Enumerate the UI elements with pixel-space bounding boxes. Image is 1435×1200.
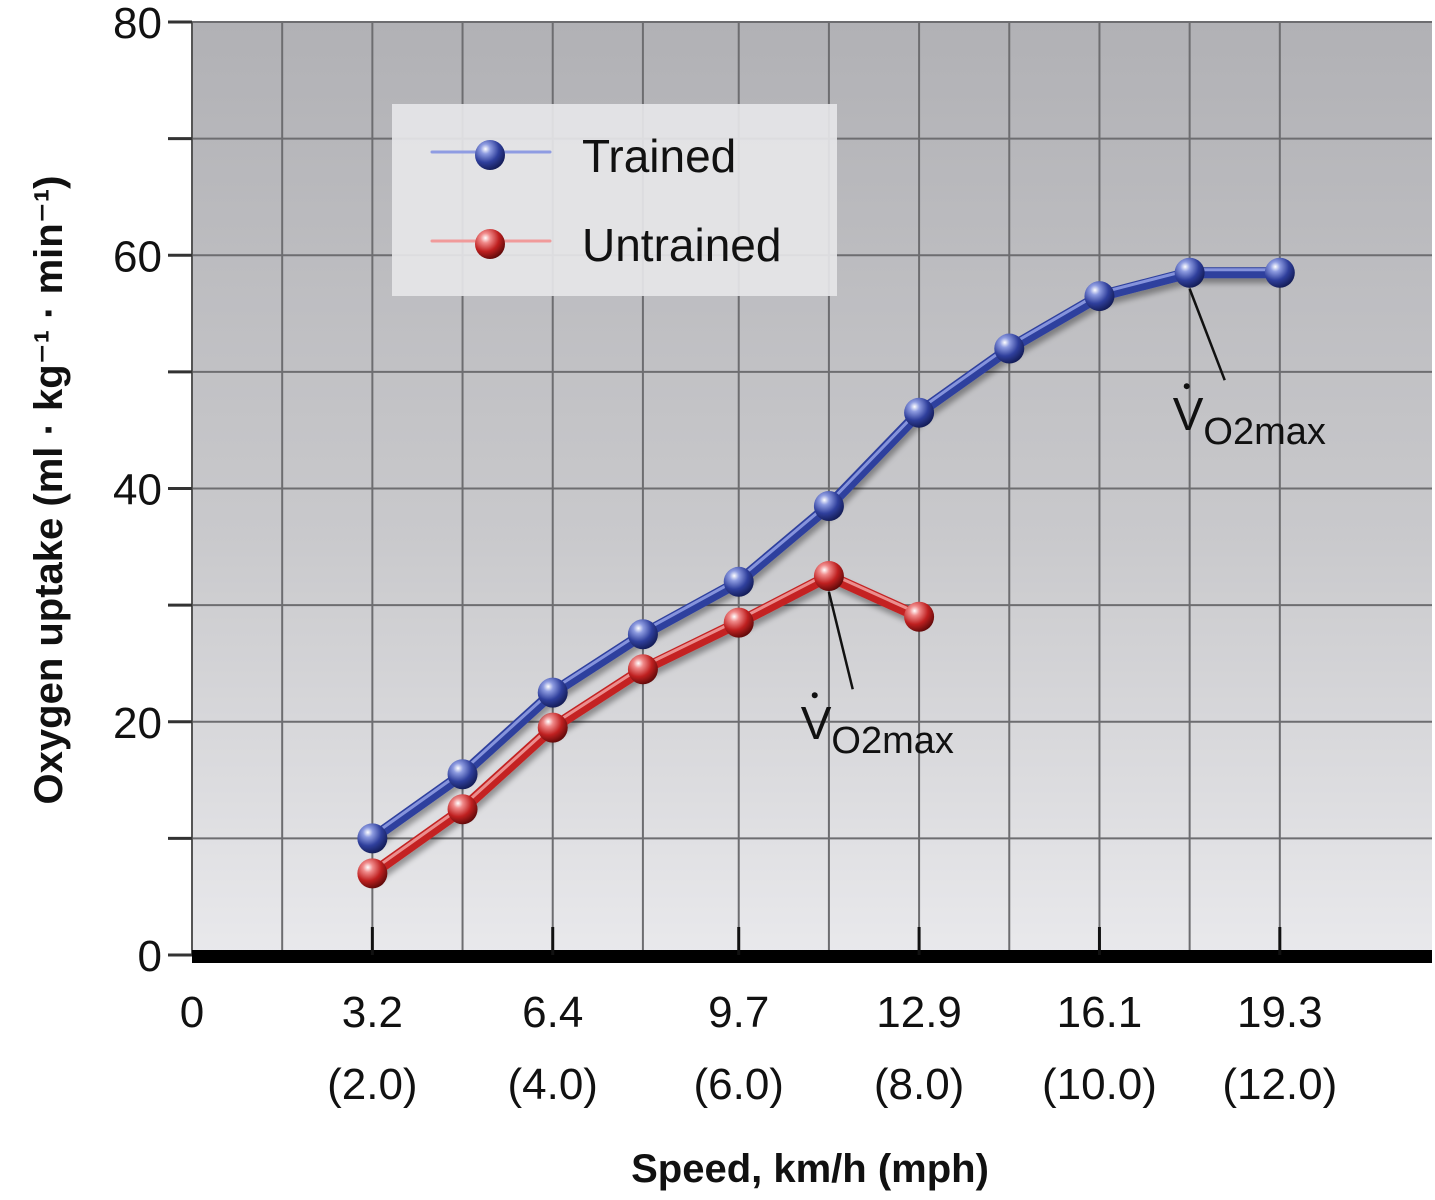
data-point-trained (627, 619, 658, 650)
legend: Trained Untrained (392, 104, 837, 296)
x-axis-label: Speed, km/h (mph) (631, 1147, 989, 1191)
y-tick-label: 40 (113, 466, 162, 515)
data-point-untrained (627, 654, 658, 685)
x-tick-label-mph: (8.0) (874, 1060, 964, 1109)
y-tick-label: 60 (113, 232, 162, 281)
annotation-subscript: O2max (1203, 411, 1325, 453)
y-tick-label: 0 (138, 932, 162, 981)
data-point-trained (1084, 281, 1115, 312)
x-tick-label-kmh: 16.1 (1057, 988, 1143, 1037)
annotation-subscript: O2max (831, 720, 953, 762)
y-tick-label: 20 (113, 699, 162, 748)
data-point-untrained (357, 858, 388, 889)
legend-trained: Trained (426, 130, 736, 182)
data-point-trained (1174, 257, 1205, 288)
legend-trained-marker (475, 140, 505, 170)
x-tick-label-mph: (10.0) (1042, 1060, 1157, 1109)
y-ticks: 0 20 40 60 80 (113, 0, 192, 981)
data-point-untrained (537, 712, 568, 743)
x-tick-label-mph: (12.0) (1222, 1060, 1337, 1109)
x-tick-label-mph: (6.0) (693, 1060, 783, 1109)
y-tick-label: 80 (113, 0, 162, 48)
data-point-trained (447, 759, 478, 790)
data-point-untrained (813, 560, 844, 591)
data-point-untrained (447, 794, 478, 825)
x-tick-label-kmh: 3.2 (342, 988, 403, 1037)
annotation-leader (827, 591, 854, 690)
x-ticks: 0 3.2 (2.0) 6.4 (4.0) 9.7 (6.0) 12.9 (8.0) 16.1 (1… (180, 927, 1337, 1109)
data-point-trained (994, 333, 1025, 364)
annotation-dot (1183, 383, 1190, 390)
x-tick-label-mph: (4.0) (507, 1060, 597, 1109)
annotation-leader (1188, 288, 1226, 381)
data-point-trained (904, 397, 935, 428)
series (357, 257, 1295, 889)
x-tick-label-kmh: 12.9 (876, 988, 962, 1037)
data-point-trained (357, 823, 388, 854)
annotation-dot (811, 692, 818, 699)
data-point-trained (1264, 257, 1295, 288)
x-tick-label-kmh: 19.3 (1237, 988, 1323, 1037)
data-point-trained (723, 566, 754, 597)
legend-trained-label: Trained (582, 130, 736, 182)
data-point-trained (813, 490, 844, 521)
legend-box (392, 104, 837, 296)
x-tick-label-kmh: 9.7 (708, 988, 769, 1037)
data-point-untrained (904, 601, 935, 632)
x-tick-label-mph: (2.0) (327, 1060, 417, 1109)
legend-untrained-marker (475, 229, 505, 259)
data-point-untrained (723, 607, 754, 638)
x-tick-label-kmh: 6.4 (522, 988, 583, 1037)
data-point-trained (537, 677, 568, 708)
y-axis-label: Oxygen uptake (ml · kg⁻¹ · min⁻¹) (27, 176, 71, 805)
legend-untrained: Untrained (426, 219, 781, 271)
legend-untrained-label: Untrained (582, 219, 781, 271)
x-tick-label-kmh: 0 (180, 988, 204, 1037)
x-axis-baseline (192, 950, 1432, 963)
